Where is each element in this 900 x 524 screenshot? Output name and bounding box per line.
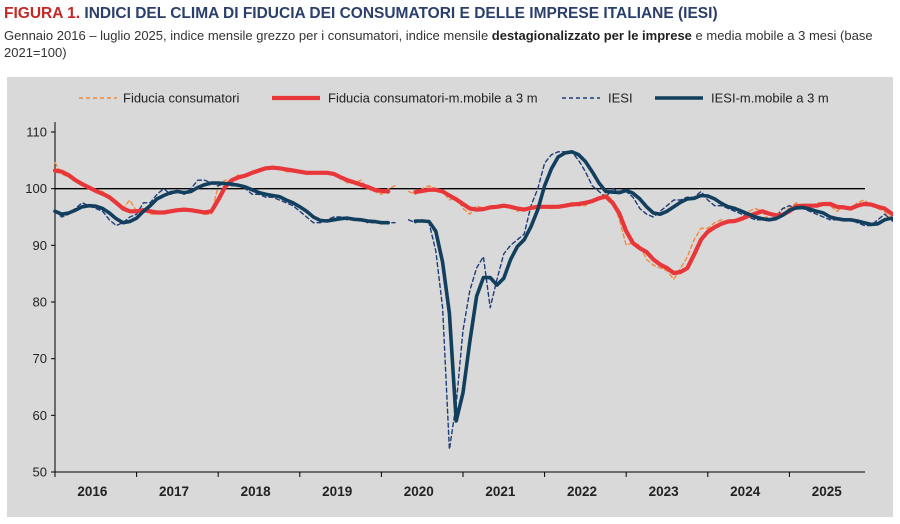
- legend: Fiducia consumatori Fiducia consumatori-m…: [79, 91, 829, 106]
- subtitle-post: e media mobile a 3 mesi (base 2021=100): [4, 28, 873, 60]
- y-tick-label: 70: [33, 351, 47, 366]
- x-axis: 2016 2017 2018 2019 2020 2021 2022 2023 2024 2025: [54, 471, 865, 499]
- x-tick-label: 2019: [322, 484, 352, 499]
- legend-label: IESI-m.mobile a 3 m: [711, 91, 829, 106]
- x-tick-label: 2023: [649, 484, 680, 499]
- x-tick-label: 2024: [730, 484, 761, 499]
- y-axis: 50 60 70 80 90 100 110: [25, 122, 56, 480]
- x-tick-label: 2025: [812, 484, 843, 499]
- consumer-raw-line: [407, 185, 893, 280]
- x-tick-label: 2021: [485, 484, 516, 499]
- figure-label: FIGURA 1.: [4, 5, 81, 22]
- line-chart: Fiducia consumatori Fiducia consumatori-m…: [25, 91, 893, 499]
- iesi-ma-line: [53, 181, 390, 225]
- y-tick-label: 80: [33, 295, 47, 310]
- chart-panel: Fiducia consumatori Fiducia consumatori-m…: [7, 77, 893, 517]
- y-tick-label: 90: [33, 238, 47, 253]
- x-tick-label: 2017: [159, 484, 189, 499]
- iesi-ma-line: [413, 150, 893, 423]
- iesi-raw-line: [407, 151, 893, 450]
- consumer-ma-line: [52, 165, 391, 215]
- subtitle-pre: Gennaio 2016 – luglio 2025, indice mensi…: [4, 28, 492, 43]
- y-tick-label: 60: [33, 408, 47, 423]
- consumer-ma-line: [413, 187, 893, 276]
- x-tick-label: 2022: [567, 484, 597, 499]
- legend-label: Fiducia consumatori-m.mobile a 3 m: [328, 91, 538, 106]
- plot-area: [52, 150, 893, 450]
- y-tick-label: 50: [33, 465, 47, 480]
- y-tick-label: 100: [25, 181, 47, 196]
- x-tick-label: 2020: [404, 484, 434, 499]
- chart-header: FIGURA 1. INDICI DEL CLIMA DI FIDUCIA DE…: [4, 4, 894, 61]
- legend-label: Fiducia consumatori: [123, 91, 239, 106]
- x-tick-label: 2016: [77, 484, 108, 499]
- legend-label: IESI: [608, 91, 633, 106]
- chart-title: FIGURA 1. INDICI DEL CLIMA DI FIDUCIA DE…: [4, 4, 894, 24]
- title-text: INDICI DEL CLIMA DI FIDUCIA DEI CONSUMAT…: [84, 5, 718, 22]
- x-tick-label: 2018: [241, 484, 272, 499]
- subtitle-bold: destagionalizzato per le imprese: [491, 28, 692, 43]
- chart-subtitle: Gennaio 2016 – luglio 2025, indice mensi…: [4, 27, 894, 61]
- y-tick-label: 110: [26, 125, 47, 140]
